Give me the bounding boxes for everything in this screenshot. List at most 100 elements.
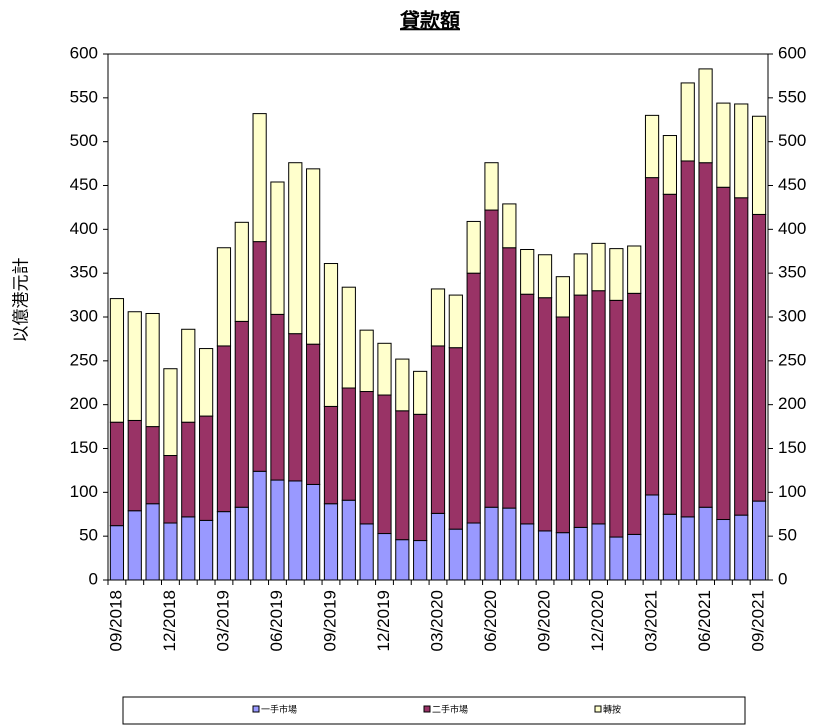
bar-segment [270, 479, 285, 581]
bar-segment [413, 540, 428, 581]
y-tick-label: 600 [70, 43, 98, 62]
bar-segment [734, 197, 749, 516]
bar-segment [573, 253, 588, 296]
bar-segment [252, 241, 267, 472]
x-tick-label: 09/2021 [749, 590, 768, 651]
bar-segment [359, 329, 374, 393]
y2-tick-label: 300 [778, 306, 806, 325]
bar-segment [270, 181, 285, 315]
bar-segment [751, 115, 767, 215]
legend-box [122, 696, 746, 725]
legend-label: 二手市場 [432, 703, 468, 714]
y-tick-label: 50 [79, 526, 98, 545]
bar-segment [377, 533, 392, 581]
bar-segment [520, 248, 535, 295]
bar-segment [627, 533, 642, 581]
bar-segment [163, 522, 178, 581]
y-axis-title: 以億港元計 [11, 258, 30, 343]
chart-title: 貸款額 [399, 8, 460, 32]
bar-segment [430, 288, 446, 347]
bar-segment [359, 523, 374, 581]
bar-segment [520, 293, 535, 525]
bar-segment [413, 370, 428, 415]
bar-segment [395, 539, 410, 581]
bar-segment [644, 177, 660, 496]
bar-segment [573, 294, 588, 528]
y2-tick-label: 600 [778, 43, 806, 62]
bar-segment [734, 103, 749, 199]
y-tick-label: 200 [70, 394, 98, 413]
x-tick-label: 03/2019 [213, 590, 232, 651]
x-tick-label: 09/2019 [320, 590, 339, 651]
bar-segment [448, 528, 463, 581]
x-tick-label: 03/2021 [642, 590, 661, 651]
x-tick-label: 12/2018 [160, 590, 179, 651]
bar-segment [662, 513, 677, 581]
bar-segment [288, 333, 303, 482]
bar-segment [609, 299, 624, 538]
bar-segment [234, 506, 249, 581]
x-tick-label: 09/2020 [535, 590, 554, 651]
bar-segment [145, 426, 160, 505]
bar-segment [698, 162, 713, 508]
bar-segment [609, 536, 624, 581]
bar-segment [591, 242, 606, 292]
bar-segment [537, 530, 553, 581]
legend-swatch [594, 705, 602, 713]
bar-segment [644, 494, 660, 581]
bar-segment [555, 532, 570, 581]
legend-swatch [423, 705, 431, 713]
bar-segment [698, 506, 713, 581]
bar-segment [288, 480, 303, 581]
bar-segment [323, 405, 339, 505]
bar-segment [448, 347, 463, 530]
bar-segment [323, 503, 339, 581]
bar-segment [234, 320, 249, 508]
bar-segment [341, 387, 356, 501]
bar-segment [662, 135, 677, 195]
bar-segment [181, 328, 196, 423]
legend-label: 轉按 [603, 703, 621, 714]
bar-segment [377, 342, 392, 396]
bar-segment [662, 193, 677, 515]
bar-segment [216, 345, 232, 513]
bar-segment [502, 507, 517, 581]
x-tick-label: 06/2021 [695, 590, 714, 651]
bar-segment [430, 345, 446, 514]
bar-segment [644, 114, 660, 179]
bar-segment [163, 455, 178, 524]
bar-segment [751, 213, 767, 502]
bar-segment [199, 415, 214, 521]
bar-segment [252, 113, 267, 243]
bar-segment [484, 209, 499, 508]
bar-segment [395, 358, 410, 412]
bar-segment [413, 413, 428, 542]
bar-segment [537, 254, 553, 299]
bar-segment [502, 203, 517, 249]
bar-segment [377, 394, 392, 535]
bar-segment [502, 247, 517, 509]
x-tick-label: 03/2020 [427, 590, 446, 651]
bar-segment [716, 519, 731, 581]
bar-segment [555, 316, 570, 534]
x-tick-label: 09/2018 [106, 590, 125, 651]
bar-segment [252, 470, 267, 581]
bar-segment [734, 514, 749, 581]
bar-segment [109, 525, 125, 581]
bar-segment [145, 503, 160, 581]
bar-segment [680, 516, 695, 581]
y2-tick-label: 0 [778, 569, 787, 588]
y-tick-label: 550 [70, 87, 98, 106]
y2-tick-label: 200 [778, 394, 806, 413]
bar-segment [199, 348, 214, 417]
y-tick-label: 400 [70, 219, 98, 238]
bar-segment [537, 297, 553, 532]
y-tick-label: 350 [70, 263, 98, 282]
bar-segment [306, 343, 321, 485]
bar-segment [591, 290, 606, 525]
bar-segment [341, 286, 356, 389]
bar-segment [145, 312, 160, 428]
bar-segment [698, 68, 713, 164]
bar-segment [127, 311, 142, 421]
